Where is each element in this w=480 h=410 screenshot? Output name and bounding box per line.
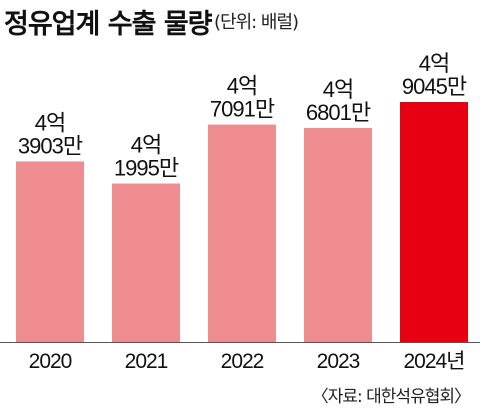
data-label-2022-line-1: 4억 xyxy=(227,74,257,99)
data-label-2022-line-2: 7091만 xyxy=(210,97,275,122)
bar-2023 xyxy=(304,127,372,342)
chart-title: 정유업계 수출 물량 xyxy=(4,9,213,40)
x-tick-label-2024년: 2024년 xyxy=(403,350,464,373)
data-label-2023-line-2: 6801만 xyxy=(306,100,371,125)
bar-2020 xyxy=(16,161,84,342)
data-label-2024년-line-1: 4억 xyxy=(419,51,449,76)
data-label-2021-line-2: 1995만 xyxy=(114,155,179,180)
x-tick-label-2020: 2020 xyxy=(29,350,72,373)
bar-2022 xyxy=(208,124,276,342)
data-label-2023-line-1: 4억 xyxy=(323,77,353,102)
data-label-2020-line-2: 3903만 xyxy=(18,133,83,158)
x-tick-label-2022: 2022 xyxy=(221,350,264,373)
data-label-2020-line-1: 4억 xyxy=(35,110,65,135)
bar-2024년 xyxy=(400,102,468,342)
data-label-2024년-line-2: 9045만 xyxy=(402,74,467,99)
chart-unit: (단위: 배럴) xyxy=(214,12,299,33)
data-label-2021-line-1: 4억 xyxy=(131,132,161,157)
bar-2021 xyxy=(112,183,180,342)
x-tick-label-2023: 2023 xyxy=(317,350,360,373)
x-tick-label-2021: 2021 xyxy=(125,350,168,373)
chart-source: 〈자료: 대한석유협회〉 xyxy=(311,387,471,407)
